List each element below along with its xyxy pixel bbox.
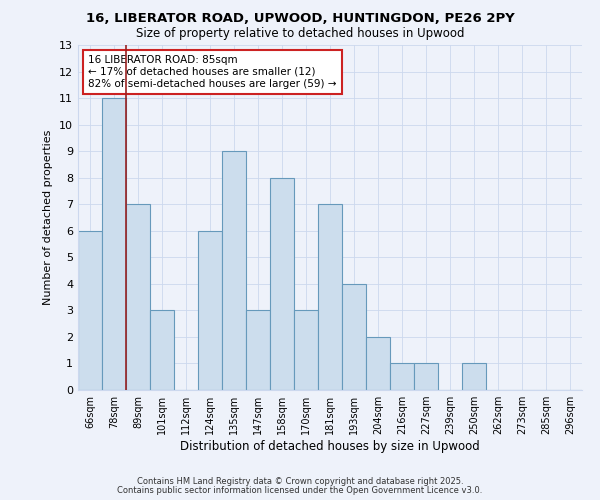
Bar (126, 204, 150, 390)
Bar (342, 284, 366, 390)
Text: Size of property relative to detached houses in Upwood: Size of property relative to detached ho… (136, 26, 464, 40)
Text: Contains HM Land Registry data © Crown copyright and database right 2025.: Contains HM Land Registry data © Crown c… (137, 477, 463, 486)
X-axis label: Distribution of detached houses by size in Upwood: Distribution of detached houses by size … (180, 440, 480, 453)
Bar (222, 151, 246, 390)
Text: 16 LIBERATOR ROAD: 85sqm
← 17% of detached houses are smaller (12)
82% of semi-d: 16 LIBERATOR ROAD: 85sqm ← 17% of detach… (88, 56, 337, 88)
Y-axis label: Number of detached properties: Number of detached properties (43, 130, 53, 305)
Text: 16, LIBERATOR ROAD, UPWOOD, HUNTINGDON, PE26 2PY: 16, LIBERATOR ROAD, UPWOOD, HUNTINGDON, … (86, 12, 514, 26)
Bar (246, 310, 270, 390)
Bar (102, 98, 126, 390)
Bar (198, 231, 222, 390)
Bar (390, 364, 414, 390)
Bar (150, 310, 174, 390)
Bar (318, 204, 342, 390)
Bar (294, 310, 318, 390)
Bar (78, 231, 102, 390)
Bar (414, 364, 438, 390)
Bar (462, 364, 486, 390)
Text: Contains public sector information licensed under the Open Government Licence v3: Contains public sector information licen… (118, 486, 482, 495)
Bar (270, 178, 294, 390)
Bar (366, 337, 390, 390)
